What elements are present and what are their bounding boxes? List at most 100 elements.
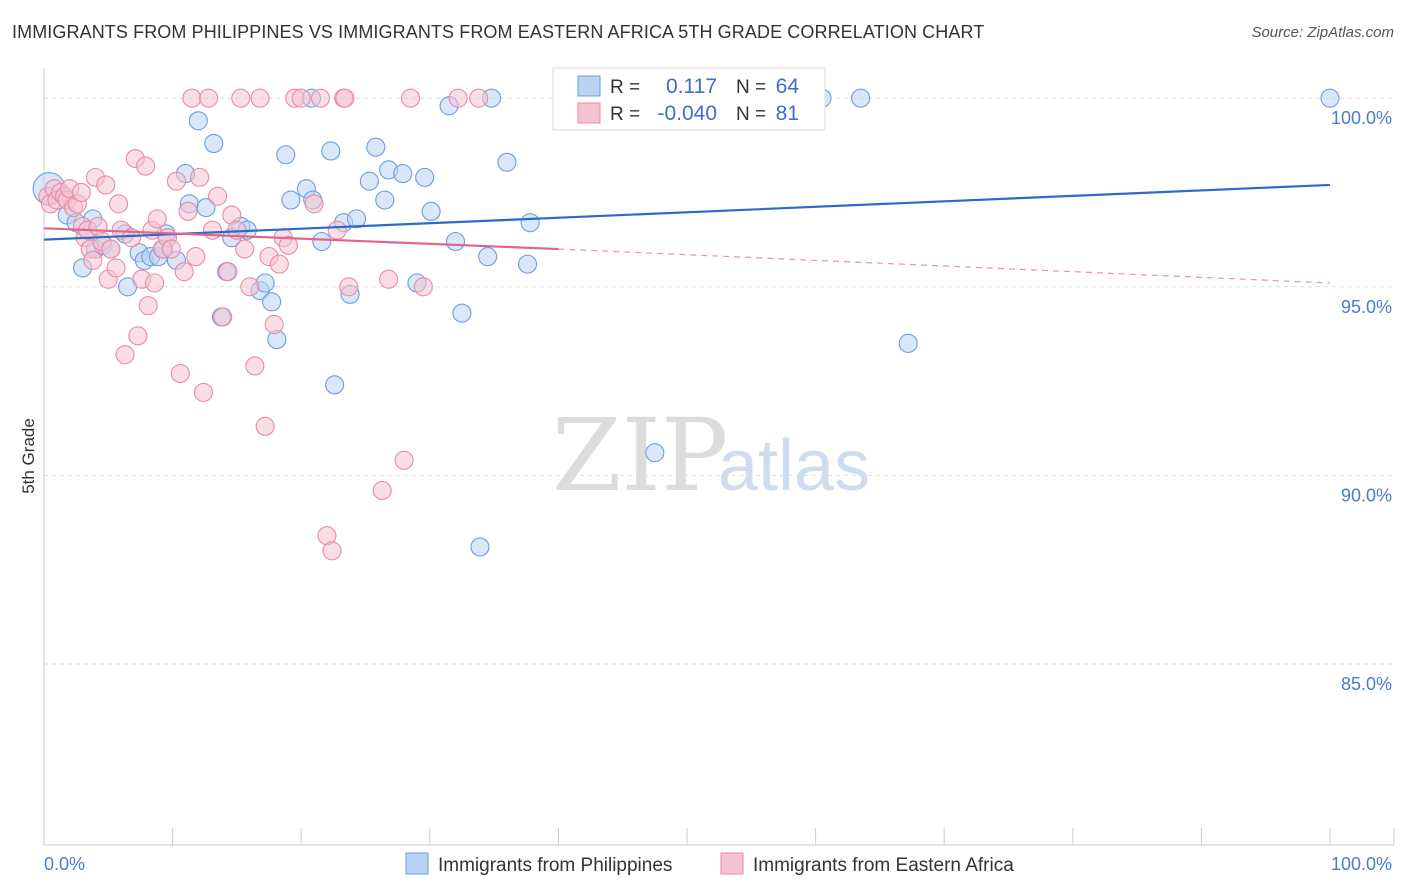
legend-box: R = 0.117 N = 64 R = -0.040 N = 81 [552,67,826,131]
legend-n-value-eastern-africa: 81 [776,102,799,125]
y-tick-label: 85.0% [1341,674,1392,694]
bottom-legend-swatch-philippines [405,852,429,875]
data-point [115,345,135,365]
gridlines [44,97,1394,665]
data-point [445,231,466,252]
x-ticks [43,828,1395,845]
data-point [174,262,194,282]
data-point [452,303,472,323]
data-point [851,88,871,108]
data-point [372,480,392,500]
data-point [138,296,158,316]
data-point [106,258,126,278]
x-tick-label-min: 0.0% [44,854,85,874]
y-tick-labels: 85.0% 90.0% 95.0% 100.0% [1331,108,1392,694]
legend-n-value-philippines: 64 [776,75,800,98]
data-point [335,88,355,108]
data-point [448,88,468,108]
data-point [413,277,433,297]
chart-title: IMMIGRANTS FROM PHILIPPINES VS IMMIGRANT… [12,22,985,42]
watermark-zip: ZIP [552,397,728,514]
data-point [269,254,289,274]
data-point [375,190,395,210]
data-point [250,88,270,108]
data-point [321,141,341,161]
series-1 [38,88,489,561]
y-tick-label: 100.0% [1331,108,1392,128]
bottom-legend-label-philippines: Immigrants from Philippines [438,855,672,876]
chart-source: Source: ZipAtlas.com [1251,24,1394,41]
data-point [379,269,399,289]
data-point [83,250,103,270]
y-tick-label: 95.0% [1341,297,1392,317]
data-point [101,239,121,259]
data-point [400,88,421,108]
bottom-legend-swatch-eastern-africa [720,852,744,875]
data-point [178,201,198,221]
trend-line-dashed-1 [558,248,1331,284]
data-point [278,235,298,255]
data-point [182,88,202,108]
data-point [470,537,490,557]
data-point [186,247,206,267]
data-point [204,133,224,153]
data-point [240,277,260,297]
data-point [245,356,265,376]
data-point [497,152,517,172]
data-point [394,450,414,470]
y-tick-label: 90.0% [1341,485,1392,505]
data-point [235,239,255,259]
data-point [517,254,538,274]
data-point [393,164,413,184]
data-point [145,273,165,293]
data-point [218,262,238,282]
data-point [213,307,233,327]
watermark: ZIP atlas [552,397,870,514]
legend-r-value-eastern-africa: -0.040 [657,102,717,125]
data-point [1320,88,1340,108]
data-point [264,314,284,335]
data-point [262,292,282,312]
legend-r-label-philippines: R = [610,77,640,98]
data-point [199,88,219,108]
data-point [415,167,435,187]
data-point [208,186,228,206]
data-point [325,375,345,395]
data-point [121,228,141,248]
bottom-legend: Immigrants from Philippines Immigrants f… [405,852,1014,876]
data-point [231,88,251,108]
x-tick-label-max: 100.0% [1331,854,1392,874]
data-point [166,171,187,191]
data-point [898,333,918,353]
data-point [366,137,386,157]
data-point [161,239,181,259]
data-point [136,156,156,176]
data-point [281,190,301,210]
legend-r-value-philippines: 0.117 [666,75,717,98]
data-point [327,220,347,240]
data-point [147,209,167,229]
data-point [359,171,379,191]
data-point [109,194,129,214]
data-point [339,277,359,297]
data-point [469,88,489,108]
trend-line-0 [43,183,1331,241]
data-point [346,209,367,229]
data-point [202,220,223,240]
data-point [291,88,311,108]
legend-swatch-eastern-africa [577,102,601,124]
data-point [421,201,441,221]
data-point [170,363,190,384]
data-point [71,182,91,203]
data-point [190,167,210,187]
trend-lines [43,183,1331,284]
y-axis-label: 5th Grade [19,418,38,494]
bottom-legend-label-eastern-africa: Immigrants from Eastern Africa [753,855,1014,876]
data-point [276,145,296,165]
legend-n-label-eastern-africa: N = [736,104,766,125]
trend-line-1 [43,227,559,251]
data-point [96,175,116,195]
data-point [322,541,342,561]
data-point [128,326,148,346]
